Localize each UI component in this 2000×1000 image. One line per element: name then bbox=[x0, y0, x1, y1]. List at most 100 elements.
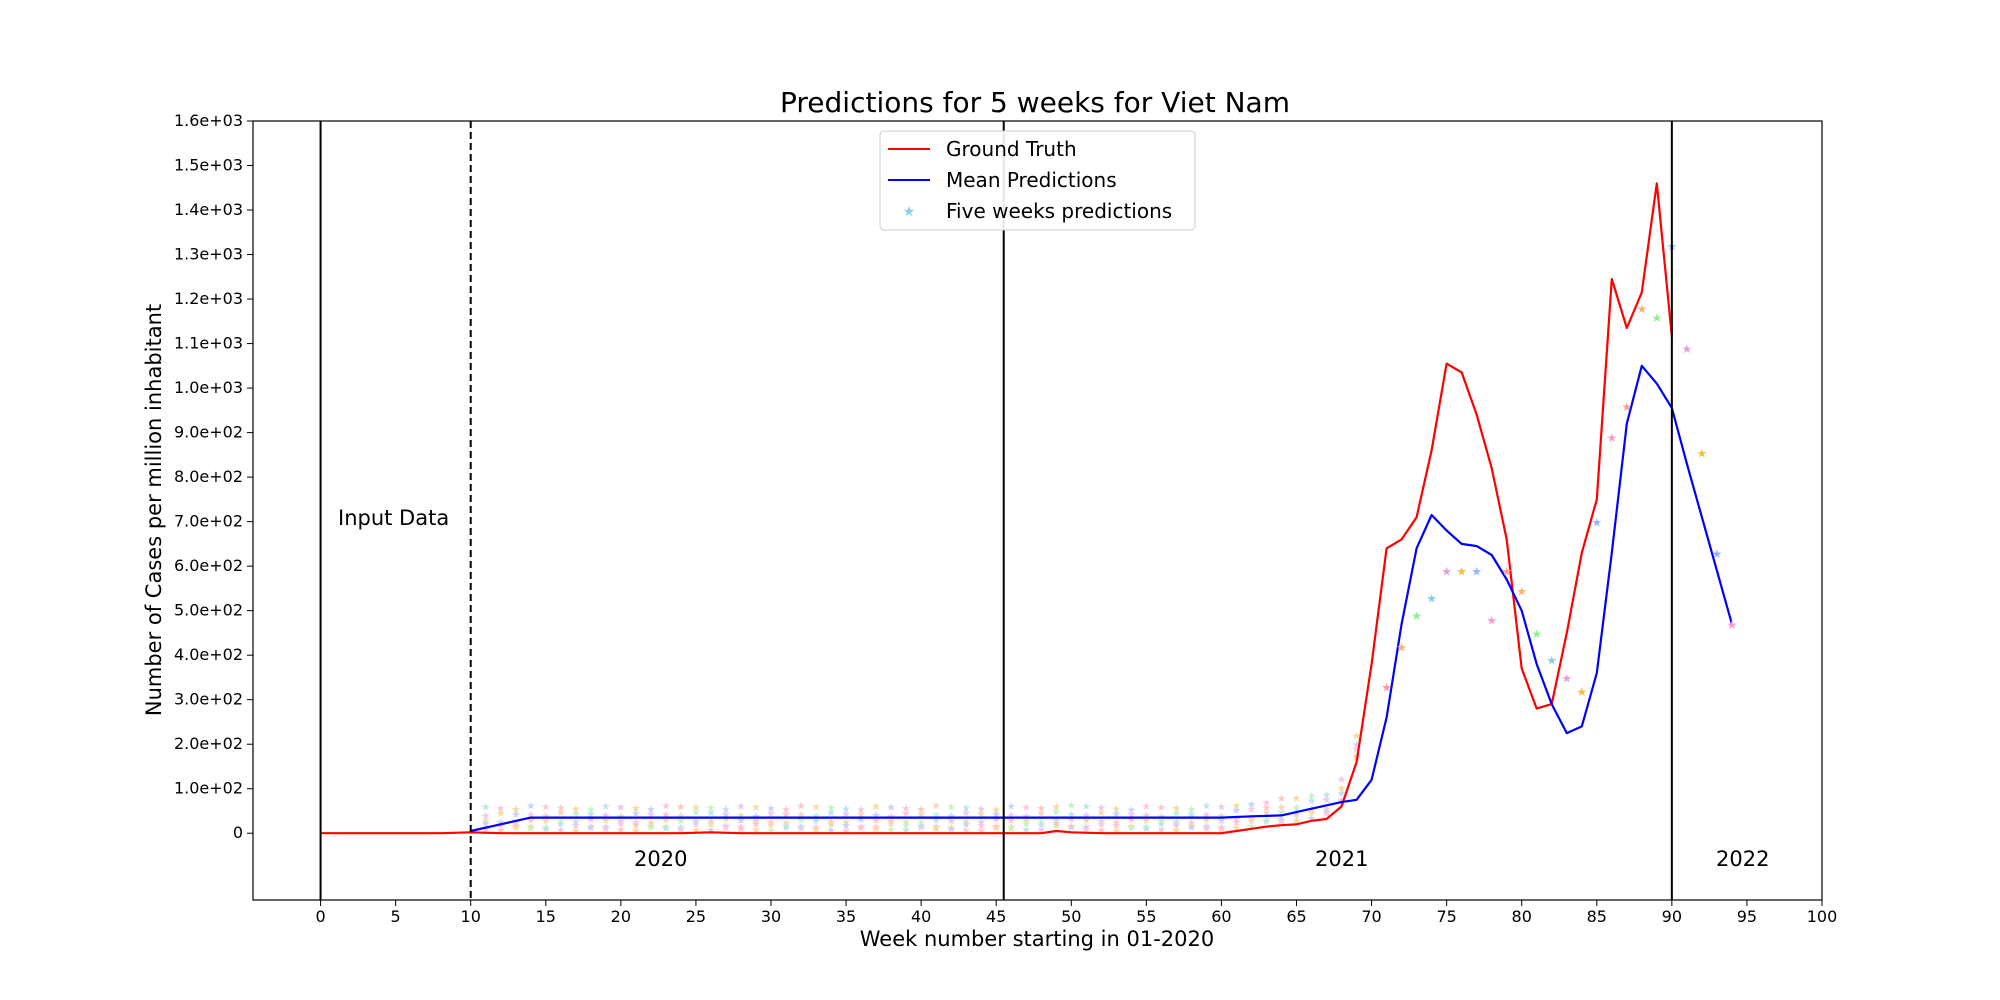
prediction-star-point: ★ bbox=[1337, 773, 1347, 786]
prediction-star-point: ★ bbox=[1262, 797, 1272, 810]
prediction-star-point: ★ bbox=[1186, 821, 1196, 834]
prediction-star-point: ★ bbox=[856, 820, 866, 833]
legend-five-weeks-label: Five weeks predictions bbox=[946, 199, 1172, 223]
prediction-star-point: ★ bbox=[886, 818, 896, 831]
prediction-star-point: ★ bbox=[1262, 806, 1272, 819]
y-tick-label: 9.0e+02 bbox=[174, 423, 243, 442]
prediction-star-point: ★ bbox=[541, 821, 551, 834]
prediction-star-point: ★ bbox=[1006, 821, 1016, 834]
prediction-star-point: ★ bbox=[1126, 808, 1136, 821]
prediction-star-point: ★ bbox=[571, 816, 581, 829]
prediction-star-point: ★ bbox=[1081, 809, 1091, 822]
series-star-point: ★ bbox=[1561, 671, 1572, 685]
y-tick-label: 1.2e+03 bbox=[174, 289, 243, 308]
prediction-star-point: ★ bbox=[781, 817, 791, 830]
prediction-star-point: ★ bbox=[1111, 807, 1121, 820]
prediction-star-point: ★ bbox=[721, 808, 731, 821]
prediction-star-point: ★ bbox=[556, 818, 566, 831]
annotation-year-2021: 2021 bbox=[1315, 847, 1368, 871]
prediction-star-point: ★ bbox=[1277, 806, 1287, 819]
prediction-star-point: ★ bbox=[1201, 800, 1211, 813]
prediction-star-point: ★ bbox=[1292, 814, 1302, 827]
prediction-star-point: ★ bbox=[1141, 800, 1151, 813]
prediction-star-point: ★ bbox=[1216, 821, 1226, 834]
series-star-point: ★ bbox=[1471, 565, 1482, 579]
prediction-star-point: ★ bbox=[526, 809, 536, 822]
prediction-star-point: ★ bbox=[946, 814, 956, 827]
prediction-star-point: ★ bbox=[796, 809, 806, 822]
prediction-star-point: ★ bbox=[721, 821, 731, 834]
x-tick-label: 65 bbox=[1286, 907, 1306, 926]
prediction-star-point: ★ bbox=[1126, 803, 1136, 816]
prediction-star-point: ★ bbox=[691, 801, 701, 814]
prediction-star-point: ★ bbox=[1201, 814, 1211, 827]
y-tick-label: 1.1e+03 bbox=[174, 334, 243, 353]
prediction-star-point: ★ bbox=[1081, 821, 1091, 834]
prediction-star-point: ★ bbox=[586, 822, 596, 835]
prediction-star-point: ★ bbox=[1307, 806, 1317, 819]
prediction-star-point: ★ bbox=[1006, 822, 1016, 835]
prediction-star-point: ★ bbox=[736, 800, 746, 813]
prediction-star-point: ★ bbox=[661, 820, 671, 833]
prediction-star-point: ★ bbox=[1066, 799, 1076, 812]
prediction-star-point: ★ bbox=[1322, 802, 1332, 815]
x-tick-label: 85 bbox=[1587, 907, 1607, 926]
prediction-star-point: ★ bbox=[1337, 794, 1347, 807]
series-star-point: ★ bbox=[1621, 400, 1632, 414]
prediction-star-point: ★ bbox=[781, 819, 791, 832]
y-tick-label: 0 bbox=[233, 823, 243, 842]
prediction-star-point: ★ bbox=[496, 807, 506, 820]
prediction-star-point: ★ bbox=[811, 823, 821, 836]
prediction-star-point: ★ bbox=[826, 815, 836, 828]
prediction-star-point: ★ bbox=[1036, 818, 1046, 831]
prediction-star-point: ★ bbox=[916, 808, 926, 821]
x-tick-label: 60 bbox=[1211, 907, 1231, 926]
prediction-star-point: ★ bbox=[556, 806, 566, 819]
prediction-star-point: ★ bbox=[961, 806, 971, 819]
prediction-star-point: ★ bbox=[571, 802, 581, 815]
prediction-star-point: ★ bbox=[871, 821, 881, 834]
prediction-star-point: ★ bbox=[631, 816, 641, 829]
prediction-star-point: ★ bbox=[571, 807, 581, 820]
prediction-star-point: ★ bbox=[916, 803, 926, 816]
prediction-star-point: ★ bbox=[931, 814, 941, 827]
prediction-star-point: ★ bbox=[991, 820, 1001, 833]
prediction-star-point: ★ bbox=[931, 800, 941, 813]
x-tick-label: 90 bbox=[1662, 907, 1682, 926]
prediction-star-point: ★ bbox=[496, 824, 506, 837]
x-tick-label: 20 bbox=[611, 907, 631, 926]
prediction-star-point: ★ bbox=[751, 810, 761, 823]
prediction-star-point: ★ bbox=[511, 803, 521, 816]
prediction-star-point: ★ bbox=[796, 820, 806, 833]
prediction-star-point: ★ bbox=[1021, 801, 1031, 814]
series-star-point: ★ bbox=[1381, 680, 1392, 694]
prediction-star-point: ★ bbox=[1036, 807, 1046, 820]
prediction-star-point: ★ bbox=[1156, 810, 1166, 823]
prediction-star-point: ★ bbox=[1171, 818, 1181, 831]
prediction-star-point: ★ bbox=[1126, 813, 1136, 826]
prediction-star-point: ★ bbox=[706, 806, 716, 819]
prediction-star-point: ★ bbox=[1216, 823, 1226, 836]
prediction-star-point: ★ bbox=[751, 815, 761, 828]
x-tick-label: 75 bbox=[1436, 907, 1456, 926]
prediction-star-point: ★ bbox=[961, 815, 971, 828]
prediction-star-point: ★ bbox=[1141, 809, 1151, 822]
x-tick-label: 10 bbox=[461, 907, 481, 926]
prediction-star-point: ★ bbox=[841, 816, 851, 829]
prediction-star-point: ★ bbox=[661, 809, 671, 822]
prediction-star-point: ★ bbox=[676, 823, 686, 836]
prediction-star-point: ★ bbox=[751, 823, 761, 836]
prediction-star-point: ★ bbox=[541, 823, 551, 836]
prediction-star-point: ★ bbox=[931, 809, 941, 822]
prediction-star-point: ★ bbox=[1337, 787, 1347, 800]
prediction-star-point: ★ bbox=[616, 801, 626, 814]
prediction-star-point: ★ bbox=[661, 800, 671, 813]
prediction-star-point: ★ bbox=[601, 821, 611, 834]
prediction-star-point: ★ bbox=[541, 810, 551, 823]
prediction-star-point: ★ bbox=[706, 802, 716, 815]
prediction-star-point: ★ bbox=[481, 801, 491, 814]
prediction-star-point: ★ bbox=[931, 822, 941, 835]
prediction-star-point: ★ bbox=[631, 802, 641, 815]
prediction-star-point: ★ bbox=[841, 807, 851, 820]
prediction-star-point: ★ bbox=[1171, 824, 1181, 837]
